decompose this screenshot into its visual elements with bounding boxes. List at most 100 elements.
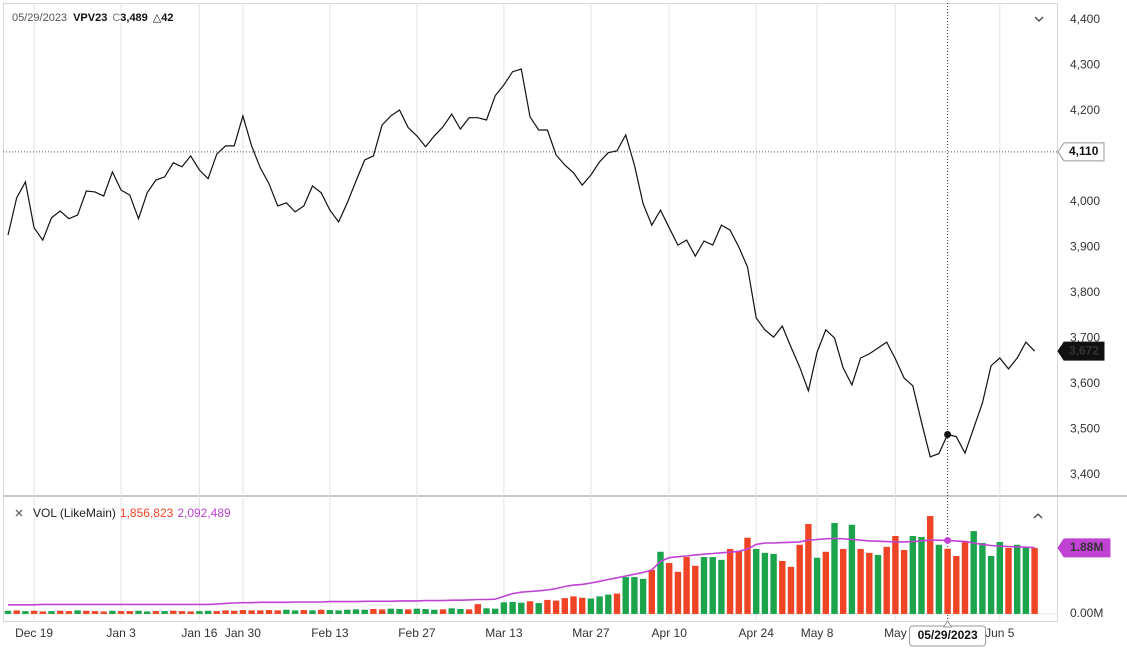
reference-label: 4,110	[1069, 144, 1099, 158]
volume-bar	[291, 610, 299, 614]
volume-bar	[231, 610, 238, 614]
volume-bar	[448, 608, 455, 614]
volume-bar	[178, 611, 186, 614]
volume-bar	[796, 544, 803, 614]
volume-bar	[953, 555, 960, 614]
crosshair-label: 05/29/2023	[918, 628, 978, 642]
x-tick-label: Feb 27	[398, 626, 436, 640]
volume-bar	[631, 577, 638, 614]
reference-badge	[1057, 142, 1105, 162]
volume-bar	[587, 598, 595, 614]
y-tick-label: 3,400	[1070, 467, 1100, 481]
y-tick-label: 3,700	[1070, 331, 1100, 345]
volume-bar	[552, 600, 560, 614]
volume-bar	[474, 604, 481, 614]
volume-bar	[726, 548, 734, 614]
volume-bar	[309, 610, 316, 614]
volume-bar	[91, 611, 99, 614]
volume-bar	[431, 609, 438, 614]
y-tick-label: 4,300	[1070, 58, 1100, 72]
volume-bar	[718, 559, 725, 614]
volume-bar	[422, 609, 429, 614]
x-tick-label: May 8	[801, 626, 834, 640]
volume-bar	[396, 609, 403, 614]
volume-bar	[196, 611, 203, 614]
x-tick-label: Feb 13	[311, 626, 349, 640]
volume-legend: VOL (LikeMain) 1,856,823 2,092,489	[33, 506, 231, 520]
volume-bar	[83, 610, 90, 614]
volume-bar	[1031, 547, 1038, 614]
volume-bar	[57, 610, 64, 614]
header-close: 3,489	[120, 12, 148, 24]
volume-bar	[613, 593, 621, 614]
collapse-icon[interactable]	[1034, 16, 1044, 22]
close-icon[interactable]	[15, 509, 23, 517]
volume-bar	[170, 610, 177, 614]
volume-bar	[13, 610, 20, 614]
volume-bar	[65, 611, 73, 614]
volume-bar	[265, 610, 273, 614]
volume-bar	[700, 557, 708, 614]
volume-bar	[761, 552, 769, 614]
volume-bar	[518, 602, 525, 614]
volume-bar	[561, 598, 568, 614]
volume-bar	[639, 578, 647, 614]
header-symbol: VPV23	[73, 12, 107, 24]
volume-bar	[4, 610, 12, 614]
volume-bar	[979, 542, 986, 614]
volume-bar	[735, 550, 742, 614]
volume-bar	[927, 515, 934, 614]
volume-bar	[509, 601, 516, 614]
volume-bar	[370, 609, 377, 614]
volume-bar	[465, 609, 473, 614]
volume-bar	[152, 611, 160, 614]
volume-bar	[48, 611, 55, 614]
volume-bar	[117, 611, 125, 614]
y-tick-label: 4,000	[1070, 194, 1100, 208]
volume-bar	[892, 535, 899, 614]
last-price-badge	[1057, 341, 1105, 361]
volume-bar	[900, 550, 908, 614]
volume-bar	[848, 524, 856, 614]
plot-frame	[3, 3, 1058, 622]
volume-bar	[352, 609, 360, 614]
volume-bar	[605, 594, 612, 614]
volume-bar	[492, 608, 499, 614]
x-tick-label: Jan 30	[225, 626, 261, 640]
y-tick-label: 3,600	[1070, 376, 1100, 390]
volume-bar	[579, 597, 586, 614]
volume-bar	[318, 609, 325, 614]
volume-bar	[126, 611, 133, 614]
y-tick-label: 3,500	[1070, 422, 1100, 436]
y-tick-label: 4,200	[1070, 103, 1100, 117]
volume-bar	[944, 548, 951, 614]
last-price-label: 3,672	[1069, 343, 1099, 357]
volume-bar	[274, 610, 281, 614]
volume-bar	[483, 608, 490, 614]
volume-title: VOL (LikeMain)	[33, 506, 116, 520]
volume-bar	[187, 611, 194, 614]
volume-bar	[457, 609, 464, 614]
volume-bar	[526, 601, 534, 614]
volume-bar	[39, 611, 46, 614]
x-tick-label: Apr 10	[652, 626, 688, 640]
volume-bar	[74, 610, 81, 614]
volume-bar	[857, 548, 864, 614]
volume-bar	[648, 570, 655, 614]
header: 05/29/2023 VPV23 C3,489 △42	[12, 12, 174, 24]
y-tick-label: 3,800	[1070, 285, 1100, 299]
volume-bar	[961, 540, 969, 614]
moving-average-line	[8, 537, 1035, 606]
x-tick-label: Dec 19	[15, 626, 53, 640]
volume-bar	[283, 609, 290, 614]
volume-bar	[813, 557, 821, 614]
volume-bar	[335, 610, 342, 614]
expand-icon[interactable]	[1033, 513, 1043, 519]
volume-bar	[596, 596, 603, 614]
volume-bar	[866, 552, 873, 614]
volume-bar	[413, 608, 421, 614]
last-volume-label: 1.88M	[1070, 540, 1103, 554]
crosshair-dot	[944, 430, 952, 438]
x-tick-label: Jan 3	[106, 626, 136, 640]
volume-bar	[987, 555, 995, 614]
